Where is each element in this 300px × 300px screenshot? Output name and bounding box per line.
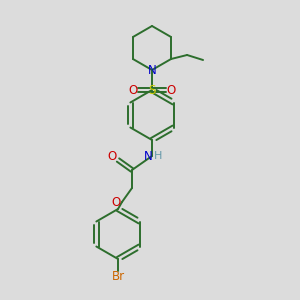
Text: H: H <box>154 151 162 161</box>
Text: O: O <box>111 196 121 209</box>
Text: N: N <box>148 64 156 76</box>
Text: O: O <box>128 83 138 97</box>
Text: O: O <box>167 83 176 97</box>
Text: Br: Br <box>111 271 124 284</box>
Text: S: S <box>148 83 156 97</box>
Text: O: O <box>107 151 117 164</box>
Text: N: N <box>144 149 152 163</box>
